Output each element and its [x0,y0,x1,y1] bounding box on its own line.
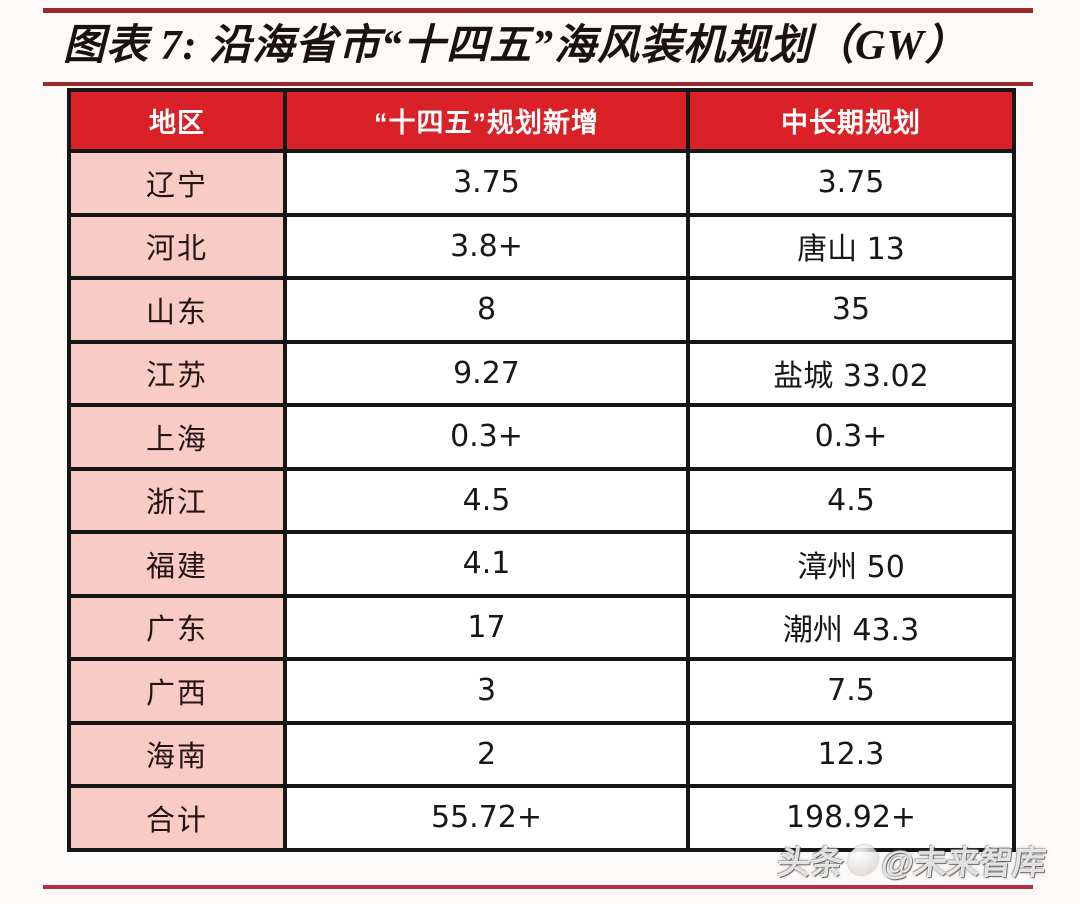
region-cell: 江苏 [67,339,287,407]
new-capacity-cell: 2 [283,720,690,788]
long-term-cell: 唐山 13 [686,212,1016,280]
region-cell: 广东 [67,593,287,661]
new-capacity-cell: 4.5 [283,466,690,534]
long-term-cell: 4.5 [686,466,1016,534]
table-row: 广东 17 潮州 43.3 [67,593,1016,661]
region-cell: 山东 [67,276,287,344]
table-row: 山东 8 35 [67,276,1016,344]
table-row-total: 合计 55.72+ 198.92+ [67,784,1016,852]
long-term-cell: 0.3+ [686,403,1016,471]
table-row: 江苏 9.27 盐城 33.02 [67,339,1016,407]
watermark-account: @未来智库 [879,844,1048,881]
new-capacity-cell-total: 55.72+ [283,784,690,852]
long-term-cell: 潮州 43.3 [686,593,1016,661]
bottom-rule-line [43,885,1033,889]
watermark: 头条 @未来智库 [775,836,1048,884]
region-cell: 浙江 [67,466,287,534]
long-term-cell: 盐城 33.02 [686,339,1016,407]
figure-title: 图表 7: 沿海省市“十四五”海风装机规划（GW） [63,23,968,69]
title-divider-line [43,82,1033,86]
region-cell: 福建 [67,530,287,598]
new-capacity-cell: 3.75 [283,149,690,217]
top-rule-line [43,8,1033,13]
region-cell-total: 合计 [67,784,287,852]
col-header-region: 地区 [67,88,287,153]
new-capacity-cell: 4.1 [283,530,690,598]
long-term-cell: 3.75 [686,149,1016,217]
region-cell: 广西 [67,657,287,725]
toutiao-avatar-icon [846,845,880,875]
new-capacity-cell: 9.27 [283,339,690,407]
long-term-cell: 7.5 [686,657,1016,725]
col-header-long-term: 中长期规划 [686,88,1016,153]
new-capacity-cell: 8 [283,276,690,344]
long-term-cell: 35 [686,276,1016,344]
region-cell: 海南 [67,720,287,788]
table-row: 辽宁 3.75 3.75 [67,149,1016,217]
table-row: 海南 2 12.3 [67,720,1016,788]
table-row: 浙江 4.5 4.5 [67,466,1016,534]
long-term-cell-total: 198.92+ [686,784,1016,852]
table-row: 上海 0.3+ 0.3+ [67,403,1016,471]
watermark-prefix: 头条 [775,844,846,881]
offshore-wind-plan-table: 地区 “十四五”规划新增 中长期规划 辽宁 3.75 3.75 河北 3.8+ … [67,88,1016,852]
table-row: 广西 3 7.5 [67,657,1016,725]
table-row: 福建 4.1 漳州 50 [67,530,1016,598]
region-cell: 上海 [67,403,287,471]
long-term-cell: 漳州 50 [686,530,1016,598]
header-row: 地区 “十四五”规划新增 中长期规划 [67,88,1016,153]
new-capacity-cell: 0.3+ [283,403,690,471]
col-header-14th-plan-new: “十四五”规划新增 [283,88,690,153]
new-capacity-cell: 17 [283,593,690,661]
new-capacity-cell: 3.8+ [283,212,690,280]
region-cell: 河北 [67,212,287,280]
new-capacity-cell: 3 [283,657,690,725]
table-row: 河北 3.8+ 唐山 13 [67,212,1016,280]
long-term-cell: 12.3 [686,720,1016,788]
region-cell: 辽宁 [67,149,287,217]
